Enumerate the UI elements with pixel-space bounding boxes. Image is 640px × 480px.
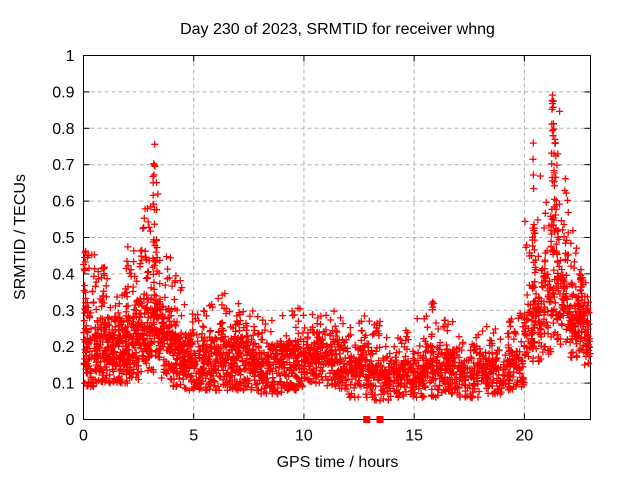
x-axis-label: GPS time / hours (276, 454, 399, 471)
y-tick-label: 0.5 (52, 230, 74, 247)
y-tick-label: 0.9 (52, 84, 74, 101)
x-tick-label: 10 (295, 428, 313, 445)
zero-value-squares (363, 416, 384, 423)
y-tick-label: 1 (66, 48, 75, 65)
zero-square-marker (376, 416, 384, 423)
zero-square-marker (363, 416, 371, 423)
x-tick-label: 0 (79, 428, 88, 445)
y-tick-label: 0.3 (52, 303, 74, 320)
y-tick-label: 0.1 (52, 376, 74, 393)
y-tick-label: 0.4 (52, 266, 74, 283)
x-tick-label: 15 (405, 428, 423, 445)
y-tick-label: 0.2 (52, 339, 74, 356)
axes-frame (83, 55, 591, 420)
y-tick-label: 0.8 (52, 121, 74, 138)
y-tick-label: 0.6 (52, 194, 74, 211)
y-tick-label: 0.7 (52, 157, 74, 174)
tick-labels: 00.10.20.30.40.50.60.70.80.910 5 10 15 20 (52, 48, 533, 445)
x-tick-label: 5 (189, 428, 198, 445)
chart-title: Day 230 of 2023, SRMTID for receiver whn… (180, 21, 495, 38)
y-tick-label: 0 (66, 412, 75, 429)
scatter-points (80, 91, 594, 405)
x-tick-label: 20 (515, 428, 533, 445)
